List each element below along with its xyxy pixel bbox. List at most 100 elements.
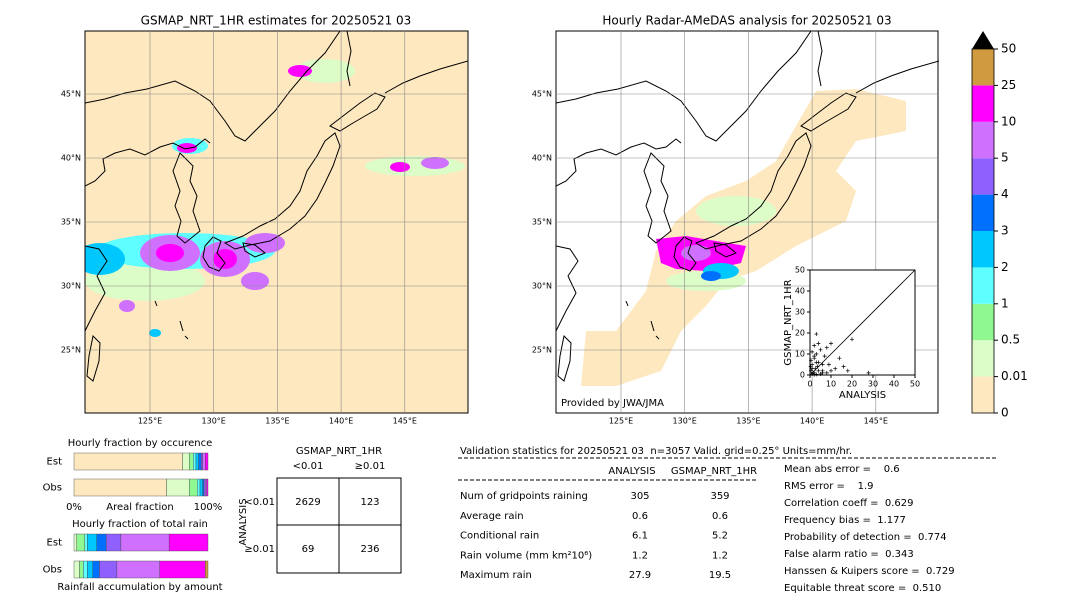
x-axis-label: Rainfall accumulation by amount <box>57 582 222 593</box>
bar-segment <box>202 452 206 471</box>
scatter-point <box>820 362 825 367</box>
y-tick-label: 40 <box>795 287 805 296</box>
lat-label: 25°N <box>532 346 552 355</box>
bar-segment <box>87 560 93 579</box>
table-cell: 0.6 <box>632 511 648 522</box>
scatter-point <box>841 364 846 369</box>
table-title: GSMAP_NRT_1HR <box>296 446 382 457</box>
table-cell: 305 <box>630 491 649 502</box>
map-title: Hourly Radar-AMeDAS analysis for 2025052… <box>602 14 891 28</box>
table-cell: 0.6 <box>712 511 728 522</box>
lat-label: 30°N <box>61 282 81 291</box>
scatter-point <box>816 368 821 373</box>
scatter-point <box>837 356 842 361</box>
lon-label: 145°E <box>393 417 417 426</box>
score: Equitable threat score = 0.510 <box>784 583 941 594</box>
bar-segment <box>189 478 198 497</box>
scatter-point <box>812 372 817 377</box>
x-axis-label: Areal fraction <box>106 502 173 513</box>
bar-segment <box>96 533 107 552</box>
bar-segment <box>182 452 190 471</box>
x-tick-label: 40 <box>889 380 899 389</box>
category-label: Est <box>47 457 63 468</box>
category-label: Obs <box>43 565 62 576</box>
bar-segment <box>84 533 88 552</box>
scatter-point <box>808 364 813 369</box>
table-cell: 2629 <box>295 497 320 508</box>
validation-title: Validation statistics for 20250521 03 n=… <box>460 446 852 457</box>
scatter-point <box>824 370 829 375</box>
x-tick-label: 0% <box>66 502 82 513</box>
row-label: Average rain <box>460 511 524 522</box>
row-label: Num of gridpoints raining <box>460 491 588 502</box>
y-axis-label: GSMAP_NRT_1HR <box>783 279 794 365</box>
x-tick-label: 100% <box>194 502 223 513</box>
table-cell: 69 <box>302 544 315 555</box>
colorbar-tick-label: 5 <box>1001 151 1009 165</box>
y-tick-label: 30 <box>795 308 805 317</box>
colorbar-tick-label: 0.5 <box>1001 333 1020 347</box>
bar-segment <box>203 478 206 497</box>
lon-label: 125°E <box>609 417 633 426</box>
map-title: GSMAP_NRT_1HR estimates for 20250521 03 <box>141 14 412 28</box>
scatter-point <box>866 370 871 375</box>
table-cell: 19.5 <box>709 570 731 581</box>
rain-field <box>85 59 465 337</box>
y-tick-label: 10 <box>795 350 805 359</box>
row-label: Conditional rain <box>460 531 539 542</box>
lon-label: 135°E <box>265 417 289 426</box>
colorbar-segment <box>972 121 994 159</box>
scatter-point <box>810 349 815 354</box>
scatter-point <box>812 343 817 348</box>
score: Mean abs error = 0.6 <box>784 464 900 475</box>
bar-segment <box>73 533 77 552</box>
bar-segment <box>116 560 160 579</box>
map-panel: Provided by JWA/JMA <box>555 30 939 414</box>
scatter-point <box>809 368 814 373</box>
scatter-point <box>818 347 823 352</box>
bar-segment <box>201 452 203 471</box>
colorbar-tick-label: 10 <box>1001 114 1016 128</box>
colorbar-segment <box>972 340 994 377</box>
column-header: ANALYSIS <box>608 466 655 477</box>
bar-chart-title: Hourly fraction by occurence <box>68 438 212 449</box>
bar-segment <box>206 478 209 497</box>
scatter-point <box>829 368 833 373</box>
bar-segment <box>159 560 206 579</box>
lat-label: 45°N <box>532 90 552 99</box>
bar-segment <box>205 560 209 579</box>
bar-chart-title: Hourly fraction of total rain <box>72 519 208 530</box>
lat-label: 40°N <box>532 154 552 163</box>
colorbar-extend <box>972 31 994 49</box>
bar-segment <box>99 560 118 579</box>
scatter-point <box>816 341 821 346</box>
lat-label: 30°N <box>532 282 552 291</box>
colorbar-segment <box>972 267 994 304</box>
lat-label: 45°N <box>61 90 81 99</box>
score: False alarm ratio = 0.343 <box>784 549 914 560</box>
x-tick-label: 10 <box>826 380 836 389</box>
score: Correlation coeff = 0.629 <box>784 498 914 509</box>
x-tick-label: 0 <box>807 380 812 389</box>
x-tick-label: 20 <box>847 380 857 389</box>
colorbar-segment <box>972 158 994 195</box>
map-panel <box>84 30 469 414</box>
table-cell: 27.9 <box>629 570 651 581</box>
diagonal <box>809 269 916 376</box>
score: Frequency bias = 1.177 <box>784 515 906 526</box>
bar-segment <box>189 452 194 471</box>
colorbar-segment <box>972 303 994 341</box>
scatter-point <box>812 354 817 359</box>
colorbar-tick-label: 50 <box>1001 42 1016 56</box>
colorbar-segment <box>972 194 994 231</box>
category-label: Est <box>47 538 63 549</box>
table-cell: 5.2 <box>712 531 728 542</box>
scatter-point <box>810 371 815 376</box>
bar-segment <box>168 533 209 552</box>
bar-segment <box>76 533 85 552</box>
x-axis-label: ANALYSIS <box>839 390 886 401</box>
y-tick-label: 50 <box>795 266 805 275</box>
scatter-point <box>814 332 819 337</box>
bar-segment <box>202 478 205 497</box>
